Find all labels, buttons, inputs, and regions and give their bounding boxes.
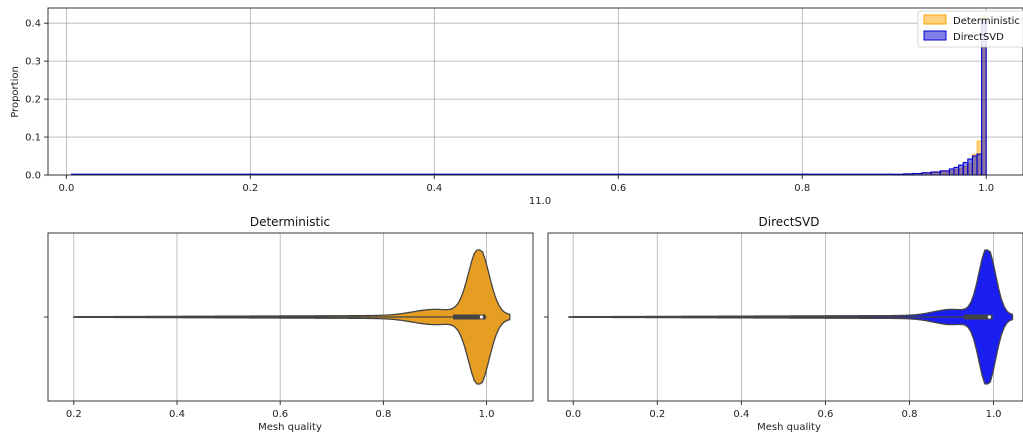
violin-directsvd-x-tick-label: 0.0: [565, 409, 581, 420]
histogram-bar-directsvd: [930, 171, 941, 176]
histogram-bar-directsvd: [958, 164, 964, 176]
violin-body-deterministic: [73, 249, 511, 385]
histogram-bar-directsvd: [971, 155, 978, 176]
histogram-x-tick-label: 0.6: [610, 183, 626, 194]
violin-x-ticks-directsvd: 0.0 0.2 0.4 0.6 0.8 1.0: [565, 401, 1002, 420]
histogram-x-tick-label: 0.8: [794, 183, 810, 194]
histogram-bar-directsvd: [939, 170, 950, 176]
legend-label-directsvd: DirectSVD: [953, 32, 1004, 43]
histogram-frame: [47, 7, 1023, 176]
histogram-bar-directsvd: [976, 153, 983, 176]
histogram-x-tick-label: 0.2: [242, 183, 258, 194]
violin-body-directsvd: [568, 249, 1014, 385]
histogram-x-tick-label: 0.4: [426, 183, 442, 194]
violin-title-directsvd: DirectSVD: [759, 215, 820, 229]
violin-directsvd-x-tick-label: 0.6: [817, 409, 833, 420]
histogram-y-ticks: 0.0 0.1 0.2 0.3 0.4: [25, 19, 48, 182]
violin-deterministic-x-tick-label: 0.6: [272, 409, 288, 420]
histogram-bar-directsvd: [948, 168, 955, 176]
violin-directsvd-x-tick-label: 0.4: [733, 409, 749, 420]
histogram-bar-directsvd: [962, 161, 969, 176]
violin-x-label-deterministic: Mesh quality: [258, 422, 322, 433]
histogram-y-tick-label: 0.4: [25, 19, 41, 30]
histogram-bars: [70, 15, 987, 176]
histogram-x-label: 11.0: [529, 196, 551, 207]
violin-directsvd-x-tick-label: 0.2: [649, 409, 665, 420]
histogram-y-label: Proportion: [10, 66, 21, 118]
violin-panel-deterministic: 0.2 0.4 0.6 0.8 1.0 Deterministic Mesh quali…: [44, 215, 534, 433]
histogram-bar-directsvd: [967, 158, 973, 176]
histogram-x-tick-label: 0.0: [58, 183, 74, 194]
violin-deterministic-iqr-box: [453, 314, 486, 320]
violin-deterministic-median: [479, 315, 484, 319]
histogram-panel: 0.0 0.2 0.4 0.6 0.8 1.0 0.00.10.20.30.4 11.0 …: [10, 7, 1023, 207]
legend-label-deterministic: Deterministic: [953, 16, 1020, 27]
violin-directsvd-x-tick-label: 1.0: [986, 409, 1002, 420]
histogram-x-ticks: 0.0 0.2 0.4 0.6 0.8 1.0: [58, 175, 994, 194]
violin-directsvd-median: [987, 315, 991, 319]
legend-swatch-deterministic: [923, 14, 947, 25]
violin-deterministic-x-tick-label: 0.2: [66, 409, 82, 420]
histogram-y-tick-label: 0.0: [25, 171, 41, 182]
histogram-grid: [48, 8, 1023, 176]
violin-deterministic-x-tick-label: 0.8: [375, 409, 391, 420]
violin-deterministic-x-tick-label: 1.0: [479, 409, 495, 420]
violin-deterministic-x-tick-label: 0.4: [169, 409, 185, 420]
histogram-x-tick-label: 1.0: [978, 183, 994, 194]
violin-x-label-directsvd: Mesh quality: [757, 422, 821, 433]
histogram-legend: Deterministic DirectSVD: [917, 10, 1023, 48]
legend-swatch-directsvd: [923, 30, 947, 41]
histogram-y-tick-label: 0.3: [25, 57, 41, 68]
violin-directsvd-iqr-box: [964, 314, 993, 320]
histogram-y-tick-label: 0.1: [25, 133, 41, 144]
histogram-y-tick-label: 0.2: [25, 95, 41, 106]
violin-panel-directsvd: 0.0 0.2 0.4 0.6 0.8 1.0 DirectSVD Mesh qualit…: [544, 215, 1023, 433]
violin-directsvd-x-tick-label: 0.8: [902, 409, 918, 420]
violin-title-deterministic: Deterministic: [250, 215, 330, 229]
violin-x-ticks-deterministic: 0.2 0.4 0.6 0.8 1.0: [66, 401, 495, 420]
histogram-bar-directsvd: [953, 166, 960, 176]
